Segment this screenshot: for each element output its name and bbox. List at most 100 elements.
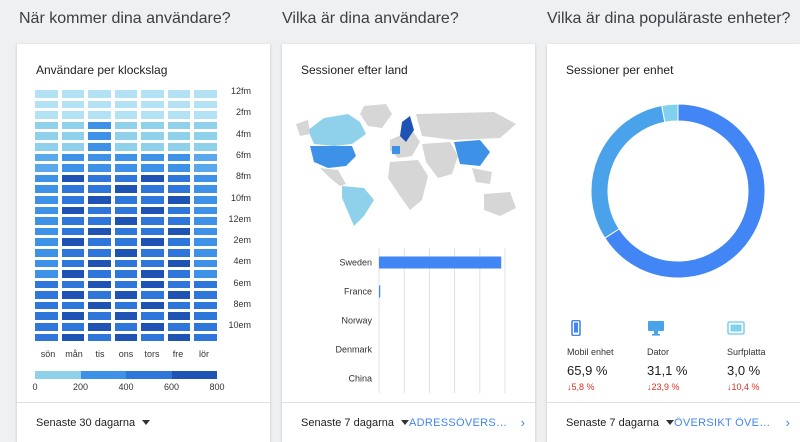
heatmap-cell[interactable]: [194, 111, 218, 119]
heatmap-cell[interactable]: [35, 174, 58, 183]
heatmap-cell[interactable]: [114, 142, 138, 151]
bar[interactable]: [379, 256, 502, 269]
heatmap-cell[interactable]: [35, 153, 58, 162]
heatmap-cell[interactable]: [61, 132, 85, 140]
heatmap-cell[interactable]: [167, 90, 191, 98]
heatmap-cell[interactable]: [88, 90, 111, 98]
heatmap-cell[interactable]: [35, 111, 58, 119]
heatmap-cell[interactable]: [35, 227, 58, 236]
heatmap-cell[interactable]: [61, 238, 85, 246]
heatmap-cell[interactable]: [114, 248, 138, 257]
heatmap-cell[interactable]: [114, 312, 138, 321]
heatmap-cell[interactable]: [61, 164, 85, 172]
heatmap-cell[interactable]: [35, 291, 58, 299]
heatmap-cell[interactable]: [141, 164, 164, 172]
heatmap-cell[interactable]: [194, 153, 218, 162]
heatmap-cell[interactable]: [61, 301, 85, 310]
heatmap-cell[interactable]: [114, 301, 138, 310]
country-bar-chart[interactable]: 0 %20 %40 %60 %80 %100 %SwedenFranceNorw…: [282, 244, 535, 394]
heatmap-cell[interactable]: [141, 206, 164, 215]
heatmap-cell[interactable]: [88, 333, 111, 342]
heatmap-cell[interactable]: [114, 132, 138, 140]
world-map[interactable]: [294, 100, 526, 230]
heatmap-cell[interactable]: [141, 270, 164, 278]
heatmap-cell[interactable]: [88, 142, 111, 151]
heatmap-cell[interactable]: [88, 100, 111, 109]
users-heatmap[interactable]: [35, 90, 218, 344]
heatmap-cell[interactable]: [35, 259, 58, 268]
heatmap-cell[interactable]: [194, 238, 218, 246]
heatmap-cell[interactable]: [114, 291, 138, 299]
heatmap-cell[interactable]: [194, 248, 218, 257]
heatmap-cell[interactable]: [194, 174, 218, 183]
heatmap-cell[interactable]: [61, 195, 85, 204]
heatmap-cell[interactable]: [141, 185, 164, 193]
heatmap-cell[interactable]: [88, 323, 111, 331]
heatmap-cell[interactable]: [35, 312, 58, 321]
date-range-dropdown[interactable]: Senaste 7 dagarna: [566, 417, 674, 429]
heatmap-cell[interactable]: [167, 185, 191, 193]
heatmap-cell[interactable]: [88, 195, 111, 204]
heatmap-cell[interactable]: [167, 174, 191, 183]
heatmap-cell[interactable]: [61, 121, 85, 130]
heatmap-cell[interactable]: [194, 217, 218, 225]
heatmap-cell[interactable]: [194, 333, 218, 342]
heatmap-cell[interactable]: [114, 111, 138, 119]
heatmap-cell[interactable]: [141, 195, 164, 204]
heatmap-cell[interactable]: [114, 206, 138, 215]
donut-slice[interactable]: [604, 103, 766, 279]
heatmap-cell[interactable]: [88, 280, 111, 289]
date-range-dropdown[interactable]: Senaste 30 dagarna: [36, 417, 151, 429]
device-donut-chart[interactable]: [587, 100, 769, 282]
heatmap-cell[interactable]: [61, 259, 85, 268]
heatmap-cell[interactable]: [88, 121, 111, 130]
heatmap-cell[interactable]: [194, 227, 218, 236]
heatmap-cell[interactable]: [194, 270, 218, 278]
heatmap-cell[interactable]: [88, 291, 111, 299]
heatmap-cell[interactable]: [61, 323, 85, 331]
heatmap-cell[interactable]: [35, 323, 58, 331]
heatmap-cell[interactable]: [141, 238, 164, 246]
heatmap-cell[interactable]: [35, 90, 58, 98]
heatmap-cell[interactable]: [61, 227, 85, 236]
heatmap-cell[interactable]: [61, 100, 85, 109]
heatmap-cell[interactable]: [141, 312, 164, 321]
heatmap-cell[interactable]: [114, 100, 138, 109]
heatmap-cell[interactable]: [141, 121, 164, 130]
heatmap-cell[interactable]: [88, 111, 111, 119]
heatmap-cell[interactable]: [114, 270, 138, 278]
heatmap-cell[interactable]: [167, 132, 191, 140]
heatmap-cell[interactable]: [194, 164, 218, 172]
heatmap-cell[interactable]: [141, 259, 164, 268]
heatmap-cell[interactable]: [194, 291, 218, 299]
heatmap-cell[interactable]: [35, 248, 58, 257]
heatmap-cell[interactable]: [114, 90, 138, 98]
heatmap-cell[interactable]: [88, 238, 111, 246]
heatmap-cell[interactable]: [35, 164, 58, 172]
heatmap-cell[interactable]: [61, 174, 85, 183]
heatmap-cell[interactable]: [167, 121, 191, 130]
heatmap-cell[interactable]: [35, 195, 58, 204]
heatmap-cell[interactable]: [141, 111, 164, 119]
heatmap-cell[interactable]: [167, 195, 191, 204]
heatmap-cell[interactable]: [167, 227, 191, 236]
heatmap-cell[interactable]: [61, 291, 85, 299]
heatmap-cell[interactable]: [141, 323, 164, 331]
heatmap-cell[interactable]: [194, 301, 218, 310]
heatmap-cell[interactable]: [167, 100, 191, 109]
heatmap-cell[interactable]: [88, 132, 111, 140]
chevron-right-icon[interactable]: ›: [785, 415, 790, 430]
heatmap-cell[interactable]: [167, 217, 191, 225]
heatmap-cell[interactable]: [88, 174, 111, 183]
heatmap-cell[interactable]: [141, 248, 164, 257]
heatmap-cell[interactable]: [114, 174, 138, 183]
heatmap-cell[interactable]: [88, 248, 111, 257]
heatmap-cell[interactable]: [194, 185, 218, 193]
heatmap-cell[interactable]: [167, 259, 191, 268]
heatmap-cell[interactable]: [61, 312, 85, 321]
heatmap-cell[interactable]: [141, 291, 164, 299]
heatmap-cell[interactable]: [88, 206, 111, 215]
heatmap-cell[interactable]: [35, 142, 58, 151]
heatmap-cell[interactable]: [114, 259, 138, 268]
heatmap-cell[interactable]: [61, 142, 85, 151]
